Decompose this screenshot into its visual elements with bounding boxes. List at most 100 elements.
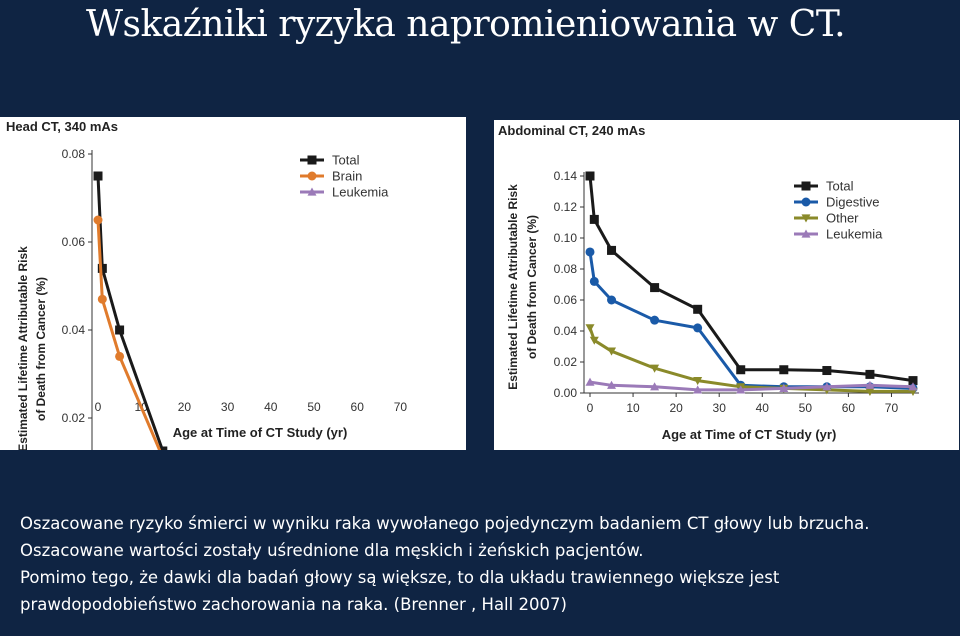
y-axis-label-line-2: of Death from Cancer (%) bbox=[34, 277, 48, 421]
data-point-total bbox=[97, 263, 107, 273]
y-tick-label: 0.10 bbox=[554, 231, 578, 245]
legend-marker-digestive bbox=[801, 197, 811, 207]
x-tick-label: 70 bbox=[394, 400, 408, 414]
x-tick-label: 30 bbox=[713, 401, 727, 415]
legend-marker-other bbox=[801, 214, 811, 223]
data-point-total bbox=[736, 365, 746, 375]
y-tick-label: 0.14 bbox=[554, 169, 578, 183]
head-ct-chart: Head CT, 340 mAs0.000.020.040.060.080102… bbox=[6, 119, 408, 450]
data-point-leukemia bbox=[650, 382, 660, 391]
y-axis-label-line-2: of Death from Cancer (%) bbox=[525, 215, 539, 359]
data-point-total bbox=[908, 376, 918, 386]
data-point-total bbox=[865, 369, 875, 379]
x-tick-label: 40 bbox=[264, 400, 278, 414]
x-tick-label: 60 bbox=[842, 401, 856, 415]
caption-line-4: prawdopodobieństwo zachorowania na raka.… bbox=[20, 595, 567, 614]
data-point-leukemia bbox=[585, 377, 595, 386]
y-tick-label: 0.02 bbox=[554, 355, 578, 369]
x-axis-label: Age at Time of CT Study (yr) bbox=[662, 427, 837, 442]
legend-marker-brain bbox=[307, 171, 317, 181]
data-point-leukemia bbox=[865, 380, 875, 389]
series-line-other bbox=[588, 327, 913, 393]
series-line-total bbox=[588, 175, 914, 383]
y-tick-label: 0.08 bbox=[62, 147, 86, 161]
legend-marker-leukemia bbox=[801, 229, 811, 238]
caption-line-2: Oszacowane wartości zostały uśrednione d… bbox=[20, 541, 644, 560]
data-point-digestive bbox=[607, 295, 617, 305]
x-tick-label: 20 bbox=[669, 401, 683, 415]
data-point-total bbox=[585, 171, 595, 181]
y-tick-label: 0.04 bbox=[554, 324, 578, 338]
data-point-total bbox=[115, 325, 125, 335]
data-point-leukemia bbox=[607, 380, 617, 389]
legend-label: Leukemia bbox=[332, 185, 389, 200]
y-tick-label: 0.06 bbox=[554, 293, 578, 307]
data-point-total bbox=[158, 446, 168, 450]
y-tick-label: 0.02 bbox=[62, 411, 86, 425]
data-point-other bbox=[693, 377, 703, 386]
caption-line-3: Pomimo tego, że dawki dla badań głowy są… bbox=[20, 568, 780, 587]
abdominal-ct-chart: Abdominal CT, 240 mAs 0.00 0.02 0.04 0.06 0.0… bbox=[498, 123, 919, 442]
legend-label: Digestive bbox=[826, 195, 879, 210]
legend-marker-total bbox=[307, 155, 317, 165]
data-point-other bbox=[650, 364, 660, 373]
data-point-total bbox=[589, 214, 599, 224]
series-line-total bbox=[96, 175, 165, 450]
x-tick-label: 70 bbox=[885, 401, 899, 415]
x-tick-label: 20 bbox=[178, 400, 192, 414]
data-point-brain bbox=[93, 215, 103, 225]
caption-line-1: Oszacowane ryzyko śmierci w wyniku raka … bbox=[20, 514, 870, 533]
x-tick-label: 40 bbox=[756, 401, 770, 415]
slide-title: Wskaźniki ryzyka napromieniowania w CT. bbox=[86, 4, 846, 45]
data-point-total bbox=[93, 171, 103, 181]
data-point-leukemia bbox=[693, 385, 703, 394]
x-tick-label: 10 bbox=[626, 401, 640, 415]
legend-label: Leukemia bbox=[826, 227, 883, 242]
x-tick-label: 50 bbox=[799, 401, 813, 415]
legend-label: Total bbox=[332, 153, 360, 168]
x-tick-label: 0 bbox=[587, 401, 594, 415]
data-point-other bbox=[589, 336, 599, 345]
data-point-total bbox=[779, 365, 789, 375]
legend-label: Total bbox=[826, 179, 854, 194]
data-point-leukemia bbox=[779, 383, 789, 392]
y-tick-label: 0.08 bbox=[554, 262, 578, 276]
data-point-total bbox=[607, 245, 617, 255]
x-axis-label: Age at Time of CT Study (yr) bbox=[173, 425, 348, 440]
y-axis-label-line-1: Estimated Lifetime Attributable Risk bbox=[16, 246, 30, 450]
chart-title: Head CT, 340 mAs bbox=[6, 119, 118, 134]
y-axis-label-line-1: Estimated Lifetime Attributable Risk bbox=[506, 184, 520, 390]
data-point-other bbox=[607, 347, 617, 356]
data-point-digestive bbox=[589, 276, 599, 286]
data-point-total bbox=[693, 304, 703, 314]
series-line-brain bbox=[96, 219, 162, 450]
head-ct-chart-panel: Head CT, 340 mAs0.000.020.040.060.080102… bbox=[0, 117, 466, 450]
caption: Oszacowane ryzyko śmierci w wyniku raka … bbox=[20, 510, 950, 618]
data-point-digestive bbox=[693, 323, 703, 333]
y-tick-label: 0.04 bbox=[62, 323, 86, 337]
legend-label: Other bbox=[826, 211, 859, 226]
data-point-leukemia bbox=[736, 385, 746, 394]
y-tick-label: 0.12 bbox=[554, 200, 578, 214]
data-point-leukemia bbox=[908, 382, 918, 391]
x-tick-label: 60 bbox=[351, 400, 365, 414]
y-tick-label: 0.06 bbox=[62, 235, 86, 249]
data-point-total bbox=[650, 283, 660, 293]
legend-marker-leukemia bbox=[307, 187, 317, 196]
chart-title: Abdominal CT, 240 mAs bbox=[498, 123, 645, 138]
x-tick-label: 30 bbox=[221, 400, 235, 414]
data-point-other bbox=[585, 324, 595, 333]
x-tick-label: 0 bbox=[95, 400, 102, 414]
x-tick-label: 50 bbox=[307, 400, 321, 414]
legend-label: Brain bbox=[332, 169, 362, 184]
abdominal-ct-chart-panel: Abdominal CT, 240 mAs 0.00 0.02 0.04 0.06 0.0… bbox=[494, 120, 959, 450]
data-point-brain bbox=[97, 294, 107, 304]
legend-marker-total bbox=[801, 181, 811, 191]
data-point-other bbox=[865, 387, 875, 396]
y-tick-label: 0.00 bbox=[554, 386, 578, 400]
data-point-digestive bbox=[585, 247, 595, 257]
data-point-leukemia bbox=[822, 382, 832, 391]
data-point-digestive bbox=[650, 315, 660, 325]
data-point-brain bbox=[115, 351, 125, 361]
data-point-total bbox=[822, 366, 832, 376]
